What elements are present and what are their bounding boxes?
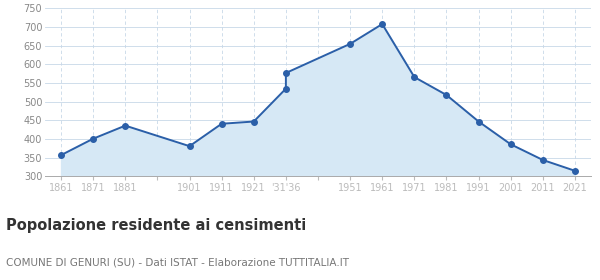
Point: [570, 169, 580, 173]
Point: [88, 136, 98, 141]
Point: [185, 144, 194, 148]
Point: [442, 93, 451, 97]
Point: [281, 87, 290, 91]
Point: [410, 75, 419, 79]
Point: [474, 119, 484, 124]
Text: COMUNE DI GENURI (SU) - Dati ISTAT - Elaborazione TUTTITALIA.IT: COMUNE DI GENURI (SU) - Dati ISTAT - Ela…: [6, 258, 349, 268]
Point: [506, 142, 515, 146]
Point: [346, 42, 355, 46]
Point: [217, 122, 226, 126]
Point: [249, 119, 259, 124]
Point: [56, 153, 66, 157]
Point: [377, 22, 387, 26]
Text: Popolazione residente ai censimenti: Popolazione residente ai censimenti: [6, 218, 306, 234]
Point: [121, 123, 130, 128]
Point: [281, 71, 290, 75]
Point: [538, 158, 548, 162]
